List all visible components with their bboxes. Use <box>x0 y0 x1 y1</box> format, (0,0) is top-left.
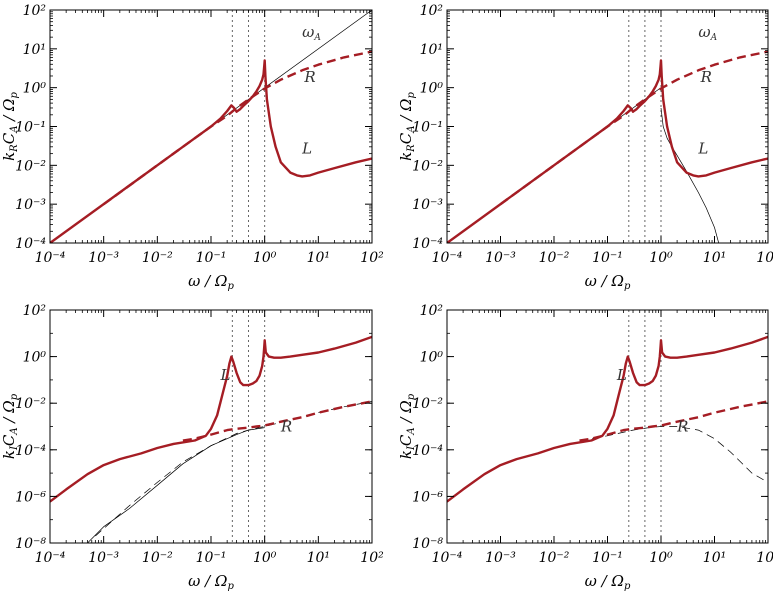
annotation-l-3: L <box>697 140 708 158</box>
x-tick-label: 10² <box>360 550 384 566</box>
y-axis-label: kRCA / Ωp <box>0 92 20 161</box>
chart-panel-4: 10⁻⁴ 10⁻³ 10⁻² 10⁻¹ 10⁰ 10¹ 10² 10⁻⁸ 10⁻⁶ 10⁻⁴ 10⁻… <box>397 303 773 592</box>
y-tick-label: 10⁻¹ <box>15 120 46 136</box>
x-tick-label: 10⁻⁴ <box>35 550 66 566</box>
x-tick-label: 10² <box>360 250 384 266</box>
y-tick-label: 10⁻³ <box>412 197 443 213</box>
series-line-3 <box>50 59 372 243</box>
y-tick-label: 10⁰ <box>23 81 47 97</box>
y-tick-label: 10⁻⁸ <box>15 536 46 552</box>
x-tick-label: 10¹ <box>703 250 726 266</box>
annotation-l-3: L <box>301 140 312 158</box>
annotation-ωa-1: ωA <box>698 23 717 43</box>
series-line-3 <box>447 335 768 503</box>
x-tick-label: 10¹ <box>307 550 330 566</box>
series-line-1 <box>579 426 768 483</box>
x-tick-label: 10⁻³ <box>485 250 516 266</box>
x-tick-label: 10⁰ <box>649 550 673 566</box>
x-tick-label: 10⁻² <box>539 250 570 266</box>
x-tick-label: 10⁻¹ <box>196 250 227 266</box>
y-tick-label: 10⁻³ <box>15 197 46 213</box>
x-tick-label: 10² <box>756 250 773 266</box>
annotation-r-2: R <box>676 418 688 436</box>
x-tick-label: 10¹ <box>307 250 330 266</box>
y-tick-label: 10⁻⁶ <box>412 489 443 505</box>
x-tick-label: 10⁻³ <box>88 250 119 266</box>
x-tick-label: 10⁰ <box>253 250 277 266</box>
x-axis-label: ω / Ωp <box>188 572 234 592</box>
x-tick-label: 10¹ <box>703 550 726 566</box>
x-tick-label: 10⁻² <box>142 250 173 266</box>
y-tick-label: 10⁻⁴ <box>15 236 46 252</box>
chart-panel-3: 10⁻⁴ 10⁻³ 10⁻² 10⁻¹ 10⁰ 10¹ 10² 10⁻⁸ 10⁻⁶ 10⁻⁴ 10⁻… <box>0 303 384 592</box>
y-tick-label: 10⁻¹ <box>412 120 443 136</box>
y-tick-label: 10⁻⁴ <box>15 443 46 459</box>
annotation-ωa-1: ωA <box>302 23 321 43</box>
series-line-1 <box>87 427 265 543</box>
x-axis-label: ω / Ωp <box>585 272 631 292</box>
annotation-r-2: R <box>280 418 292 436</box>
y-tick-label: 10⁻⁴ <box>412 443 443 459</box>
y-tick-label: 10⁻² <box>412 158 443 174</box>
y-tick-label: 10⁻⁴ <box>412 236 443 252</box>
y-tick-label: 10⁻² <box>412 396 443 412</box>
series-line-2 <box>579 400 768 442</box>
x-tick-label: 10⁻¹ <box>592 250 623 266</box>
x-axis-label: ω / Ωp <box>585 572 631 592</box>
y-tick-label: 10⁰ <box>420 81 444 97</box>
x-tick-label: 10⁻¹ <box>592 550 623 566</box>
x-tick-label: 10⁻² <box>539 550 570 566</box>
chart-panel-1: 10⁻⁴ 10⁻³ 10⁻² 10⁻¹ 10⁰ 10¹ 10² 10⁻⁴ 10⁻³ 10⁻² 10⁻… <box>0 3 384 292</box>
annotation-r-2: R <box>303 68 315 86</box>
y-tick-label: 10⁰ <box>420 350 444 366</box>
y-tick-label: 10¹ <box>23 42 46 58</box>
x-tick-label: 10⁻⁴ <box>432 250 463 266</box>
annotation-l-1: L <box>616 366 627 384</box>
chart-panel-2: 10⁻⁴ 10⁻³ 10⁻² 10⁻¹ 10⁰ 10¹ 10² 10⁻⁴ 10⁻³ 10⁻² 10⁻… <box>397 3 773 292</box>
y-tick-label: 10¹ <box>420 42 443 58</box>
x-tick-label: 10⁻² <box>142 550 173 566</box>
y-tick-label: 10² <box>420 303 444 319</box>
y-axis-label: kICA / Ωp <box>0 393 20 459</box>
y-tick-label: 10⁻² <box>15 158 46 174</box>
x-tick-label: 10² <box>756 550 773 566</box>
y-tick-label: 10⁻² <box>15 396 46 412</box>
x-tick-label: 10⁻⁴ <box>432 550 463 566</box>
annotation-r-2: R <box>700 68 712 86</box>
x-tick-label: 10⁻³ <box>88 550 119 566</box>
y-tick-label: 10² <box>23 303 47 319</box>
x-tick-label: 10⁻³ <box>485 550 516 566</box>
series-line-3 <box>499 50 768 206</box>
y-tick-label: 10⁻⁸ <box>412 536 443 552</box>
series-line-4 <box>447 59 768 243</box>
y-axis-label: kICA / Ωp <box>397 393 417 459</box>
x-tick-label: 10⁻¹ <box>196 550 227 566</box>
annotation-l-1: L <box>219 366 230 384</box>
y-tick-label: 10⁻⁶ <box>15 489 46 505</box>
x-tick-label: 10⁻⁴ <box>35 250 66 266</box>
x-axis-label: ω / Ωp <box>188 272 234 292</box>
x-tick-label: 10⁰ <box>649 250 673 266</box>
series-line-2 <box>95 401 372 537</box>
series-line-2 <box>102 50 372 206</box>
x-tick-label: 10⁰ <box>253 550 277 566</box>
series-line-3 <box>182 400 372 442</box>
series-line-2 <box>660 107 720 243</box>
y-tick-label: 10⁰ <box>23 350 47 366</box>
y-axis-label: kRCA / Ωp <box>397 92 417 161</box>
y-tick-label: 10² <box>420 3 444 19</box>
series-line-4 <box>50 335 372 503</box>
y-tick-label: 10² <box>23 3 47 19</box>
